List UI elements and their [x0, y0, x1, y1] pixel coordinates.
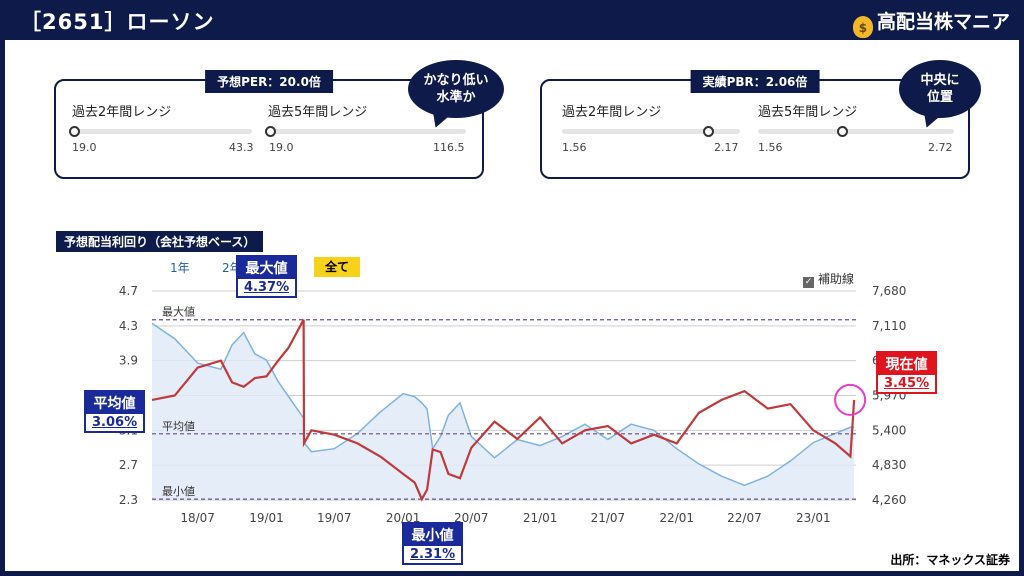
y-left-tick: 4.7 — [119, 284, 138, 298]
chart-title: 予想配当利回り（会社予想ベース） — [56, 231, 264, 252]
current-highlight-circle — [834, 383, 867, 416]
pbr-range2-max: 2.17 — [714, 141, 739, 154]
y-right-tick: 7,680 — [872, 284, 906, 298]
x-tick: 20/01 — [386, 511, 421, 525]
min-callout-label: 最小値 — [411, 528, 454, 544]
ref-line-label: 最大値 — [162, 305, 195, 319]
tab-all[interactable]: 全て — [314, 257, 360, 277]
pbr-range5-max: 2.72 — [928, 141, 953, 154]
pbr-range5-min: 1.56 — [758, 141, 783, 154]
pbr-comment-line1: 中央に — [920, 73, 960, 88]
current-callout-label: 現在値 — [885, 357, 928, 373]
pbr-range5-track — [758, 126, 954, 137]
tab-1-year[interactable]: 1年 — [170, 261, 190, 275]
max-callout: 最大値 4.37% — [236, 255, 298, 298]
aux-line-label: 補助線 — [818, 272, 855, 286]
max-callout-value: 4.37% — [238, 279, 296, 296]
pbr-card: 実績PBR：2.06倍 過去2年間レンジ 1.56 2.17 過去5年間レンジ … — [540, 70, 970, 179]
per-comment-bubble: かなり低い 水準か — [408, 60, 504, 118]
brand-logo: $ 高配当株マニア — [852, 7, 1010, 38]
pbr-range5-label: 過去5年間レンジ — [758, 105, 858, 120]
avg-callout-value: 3.06% — [86, 414, 144, 431]
aux-line-checkbox[interactable]: ✓ 補助線 — [803, 270, 854, 288]
series-line-yield — [151, 319, 856, 502]
pbr-range2-label: 過去2年間レンジ — [562, 105, 662, 120]
source-note: 出所：マネックス証券 — [890, 553, 1010, 567]
y-left-tick: 2.3 — [119, 493, 138, 507]
series-line-price — [151, 322, 855, 487]
y-right-tick: 5,400 — [872, 423, 906, 437]
pbr-range2-min: 1.56 — [562, 141, 587, 154]
y-left-tick: 3.9 — [119, 354, 138, 368]
per-range5-track — [265, 126, 466, 137]
x-tick: 19/07 — [317, 511, 352, 525]
y-right-tick: 4,260 — [872, 493, 906, 507]
x-tick: 22/07 — [727, 511, 762, 525]
avg-callout: 平均値 3.06% — [84, 390, 146, 433]
x-tick: 21/07 — [591, 511, 626, 525]
pbr-range5-marker — [837, 126, 849, 137]
current-callout: 現在値 3.45% — [876, 351, 938, 394]
per-comment-line1: かなり低い — [423, 73, 489, 88]
y-left-tick: 4.3 — [119, 319, 138, 333]
pbr-comment-bubble: 中央に 位置 — [899, 60, 981, 118]
per-range2-marker — [69, 126, 80, 137]
ref-line-label: 平均値 — [162, 420, 195, 433]
per-range2-track — [69, 126, 252, 137]
x-tick: 20/07 — [454, 511, 489, 525]
pbr-card-title: 実績PBR：2.06倍 — [690, 70, 820, 93]
pbr-range2-track — [562, 126, 740, 137]
per-range5-min: 19.0 — [269, 141, 294, 154]
ref-line-label: 最小値 — [162, 485, 195, 498]
money-bag-icon: $ — [852, 16, 873, 38]
x-tick: 18/07 — [180, 511, 215, 525]
per-comment-line2: 水準か — [436, 90, 476, 105]
x-tick: 22/01 — [659, 511, 694, 525]
pbr-comment-line2: 位置 — [926, 90, 953, 105]
avg-callout-label: 平均値 — [93, 396, 136, 412]
min-callout-value: 2.31% — [404, 546, 462, 563]
brand-name: 高配当株マニア — [876, 11, 1010, 33]
current-callout-value: 3.45% — [878, 375, 936, 392]
x-tick: 19/01 — [249, 511, 284, 525]
page-title: ［2651］ローソン — [20, 10, 215, 34]
per-range2-label: 過去2年間レンジ — [72, 105, 172, 120]
per-range5-max: 116.5 — [433, 141, 465, 154]
page-frame — [0, 40, 1024, 576]
y-right-tick: 4,830 — [872, 458, 906, 472]
per-range5-marker — [265, 126, 276, 137]
header-bar: ［2651］ローソン $ 高配当株マニア — [0, 0, 1024, 40]
y-left-tick: 2.7 — [119, 458, 138, 472]
per-range2-max: 43.3 — [229, 141, 254, 154]
per-range2-min: 19.0 — [72, 141, 97, 154]
price-area — [152, 323, 855, 500]
x-tick: 23/01 — [796, 511, 831, 525]
pbr-range2-marker — [702, 126, 714, 137]
x-tick: 21/01 — [523, 511, 558, 525]
per-card-title: 予想PER：20.0倍 — [205, 70, 333, 93]
y-right-tick: 7,110 — [872, 319, 906, 333]
min-callout: 最小値 2.31% — [402, 522, 464, 565]
checkbox-checked-icon: ✓ — [803, 277, 814, 288]
per-range5-label: 過去5年間レンジ — [268, 105, 368, 120]
max-callout-label: 最大値 — [245, 261, 288, 277]
